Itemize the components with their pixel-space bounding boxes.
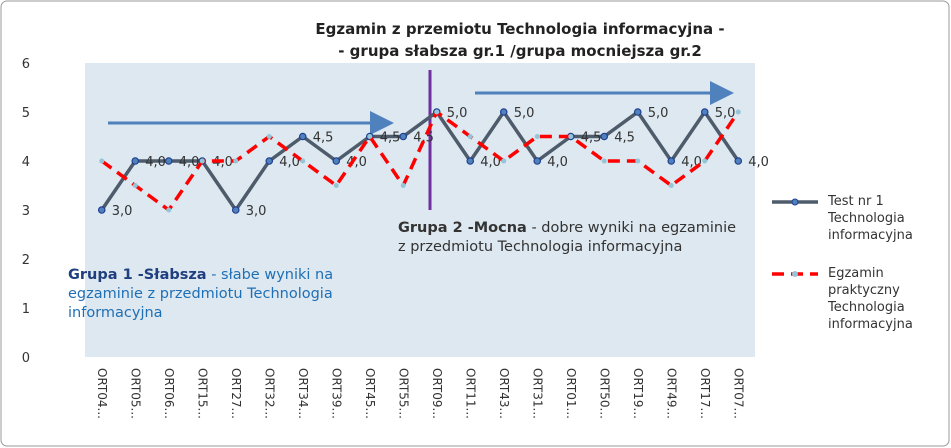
- y-tick-label: 1: [22, 302, 30, 317]
- point: [501, 158, 507, 164]
- x-tick-label: ORT32...: [262, 368, 276, 419]
- legend-label: Egzamin praktyczny Technologia informacy…: [828, 266, 913, 332]
- point: [499, 108, 508, 116]
- data-label: 4,0: [346, 155, 367, 170]
- data-label: 3,0: [246, 204, 267, 219]
- data-label: 4,5: [413, 131, 434, 146]
- x-tick-label: ORT34...: [296, 368, 310, 419]
- point: [400, 183, 406, 188]
- point: [600, 132, 609, 141]
- x-tick-label: ORT55...: [396, 368, 410, 419]
- annotation-text: - dobre wyniki na egzaminie z przedmiotu…: [398, 220, 737, 255]
- x-tick-label: ORT05...: [128, 368, 142, 419]
- point: [166, 207, 172, 213]
- data-label: 4,0: [480, 155, 501, 170]
- point: [568, 134, 574, 139]
- plot-area: [85, 63, 755, 357]
- x-tick-label: ORT27...: [229, 368, 243, 419]
- x-tick-label: ORT06...: [162, 368, 176, 419]
- data-label: 4,5: [581, 131, 602, 146]
- legend-marker: [792, 271, 798, 277]
- chart-title: Egzamin z przemiotu Technologia informac…: [315, 20, 725, 38]
- data-label: 4,0: [748, 155, 769, 170]
- point: [199, 158, 205, 164]
- point: [466, 157, 475, 165]
- annotation: Grupa 1 -Słabsza - słabe wyniki na egzam…: [68, 266, 378, 323]
- point: [367, 134, 373, 139]
- data-label: 5,0: [648, 106, 669, 121]
- point: [131, 157, 140, 165]
- data-label: 4,5: [614, 131, 635, 146]
- point: [533, 157, 542, 165]
- x-tick-label: ORT17...: [698, 368, 712, 419]
- point: [735, 109, 741, 115]
- point: [265, 157, 274, 165]
- data-label: 4,0: [179, 155, 200, 170]
- annotation-text: - słabe wyniki na egzaminie z przedmiotu…: [68, 267, 334, 321]
- x-tick-label: ORT15...: [195, 368, 209, 419]
- x-tick-label: ORT09...: [430, 368, 444, 419]
- point: [467, 134, 473, 139]
- legend-label: Test nr 1 Technologia informacyjna: [828, 194, 913, 243]
- legend-marker: [791, 198, 799, 206]
- annotation: Grupa 2 -Mocna - dobre wyniki na egzamin…: [398, 219, 738, 257]
- point: [300, 158, 306, 164]
- series-line: [100, 110, 740, 212]
- y-tick-label: 3: [22, 204, 30, 219]
- point: [601, 158, 607, 164]
- point: [333, 183, 339, 188]
- data-label: 5,0: [447, 106, 468, 121]
- point: [734, 157, 743, 165]
- point: [97, 206, 106, 214]
- data-label: 4,0: [681, 155, 702, 170]
- x-tick-label: ORT07...: [731, 368, 745, 419]
- point: [702, 158, 708, 164]
- x-tick-label: ORT19...: [631, 368, 645, 419]
- point: [132, 183, 138, 188]
- point: [231, 206, 240, 214]
- y-tick-label: 5: [22, 106, 30, 121]
- point: [399, 132, 408, 141]
- data-label: 5,0: [715, 106, 736, 121]
- data-label: 4,5: [313, 131, 334, 146]
- x-tick-label: ORT50...: [597, 368, 611, 419]
- point: [700, 108, 709, 116]
- annotation-bold: Grupa 2 -Mocna: [398, 220, 527, 236]
- y-tick-label: 0: [22, 351, 30, 366]
- data-label: 3,0: [112, 204, 133, 219]
- data-label: 4,0: [547, 155, 568, 170]
- x-tick-label: ORT01...: [564, 368, 578, 419]
- point: [635, 158, 641, 164]
- x-tick-label: ORT31...: [530, 368, 544, 419]
- y-tick-label: 4: [22, 155, 30, 170]
- x-tick-label: ORT04...: [95, 368, 109, 419]
- series-line: [100, 110, 740, 212]
- x-tick-label: ORT43...: [497, 368, 511, 419]
- point: [99, 158, 105, 164]
- point: [233, 158, 239, 164]
- point: [164, 157, 173, 165]
- x-tick-label: ORT49...: [664, 368, 678, 419]
- data-label: 4,0: [145, 155, 166, 170]
- x-tick-label: ORT39...: [329, 368, 343, 419]
- annotation-bold: Grupa 1 -Słabsza: [68, 267, 207, 283]
- x-tick-label: ORT45...: [363, 368, 377, 419]
- point: [534, 134, 540, 139]
- data-label: 4,0: [279, 155, 300, 170]
- y-tick-label: 6: [22, 57, 30, 72]
- point: [668, 183, 674, 188]
- point: [633, 108, 642, 116]
- chart-title: - grupa słabsza gr.1 /grupa mocniejsza g…: [338, 42, 702, 60]
- data-label: 4,5: [380, 131, 401, 146]
- point: [332, 157, 341, 165]
- data-label: 5,0: [514, 106, 535, 121]
- x-tick-label: ORT11...: [463, 368, 477, 419]
- point: [434, 109, 440, 115]
- point: [298, 132, 307, 141]
- y-tick-label: 2: [22, 253, 30, 268]
- point: [266, 134, 272, 139]
- point: [667, 157, 676, 165]
